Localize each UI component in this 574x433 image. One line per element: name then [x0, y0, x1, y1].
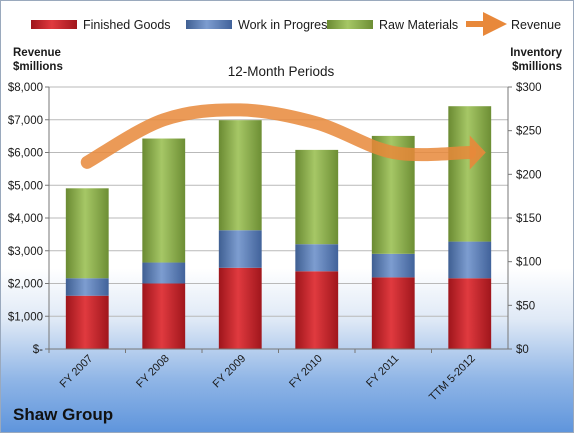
revenue-point — [316, 123, 317, 124]
x-tick-label: FY 2007 — [58, 353, 96, 391]
bar-work-in-progress — [371, 253, 415, 278]
right-tick-label: $0 — [516, 344, 529, 356]
legend-label-raw-materials: Raw Materials — [379, 18, 458, 32]
bar-work-in-progress — [142, 262, 186, 284]
bar-finished-goods — [142, 283, 186, 349]
bars — [65, 106, 492, 349]
bar-finished-goods — [65, 295, 109, 349]
revenue-point — [87, 162, 88, 163]
bar-work-in-progress — [448, 241, 492, 279]
revenue-point — [469, 152, 470, 153]
bar-work-in-progress — [65, 278, 109, 296]
legend-swatch-raw-materials — [327, 20, 373, 29]
right-tick-label: $300 — [516, 82, 542, 94]
legend-label-finished-goods: Finished Goods — [83, 18, 171, 32]
x-tick-label: FY 2008 — [134, 353, 172, 391]
right-tick-label: $150 — [516, 213, 542, 225]
right-tick-label: $200 — [516, 169, 542, 181]
left-axis-title-line2: $millions — [13, 61, 63, 73]
x-tick-label: FY 2011 — [364, 353, 401, 390]
left-tick-label: $3,000 — [8, 246, 43, 258]
bar-finished-goods — [295, 271, 339, 349]
revenue-point — [240, 109, 241, 110]
left-tick-label: $7,000 — [8, 115, 43, 127]
x-tick-label: FY 2010 — [287, 353, 325, 391]
x-tick-label: TTM 5-2012 — [427, 353, 478, 404]
revenue-line-path — [80, 103, 477, 169]
right-axis-title-line1: Inventory — [510, 47, 562, 59]
company-name: Shaw Group — [13, 405, 114, 424]
left-tick-label: $- — [33, 344, 43, 356]
left-tick-label: $6,000 — [8, 148, 43, 160]
bar-raw-materials — [218, 120, 262, 231]
legend-swatch-finished-goods — [31, 20, 77, 29]
bar-work-in-progress — [218, 230, 262, 268]
bar-raw-materials — [142, 138, 186, 263]
bar-finished-goods — [218, 267, 262, 349]
right-axis-title-line2: $millions — [512, 61, 562, 73]
bar-finished-goods — [371, 277, 415, 349]
left-tick-label: $5,000 — [8, 180, 43, 192]
legend-swatch-work-in-progress — [186, 20, 232, 29]
right-tick-label: $50 — [516, 300, 535, 312]
legend-label-revenue: Revenue — [511, 18, 561, 32]
revenue-point — [393, 152, 394, 153]
legend-label-work-in-progress: Work in Progress — [238, 18, 334, 32]
gridlines — [49, 86, 508, 317]
right-tick-label: $100 — [516, 257, 542, 269]
left-tick-label: $4,000 — [8, 213, 43, 225]
left-tick-label: $8,000 — [8, 82, 43, 94]
left-tick-label: $1,000 — [8, 311, 43, 323]
left-axis-title-line1: Revenue — [13, 47, 61, 59]
revenue-arrowhead — [469, 135, 486, 170]
x-tick-label: FY 2009 — [211, 353, 249, 391]
bar-raw-materials — [448, 106, 492, 242]
left-tick-label: $2,000 — [8, 279, 43, 291]
chart-title: 12-Month Periods — [228, 64, 335, 79]
bar-finished-goods — [448, 278, 492, 349]
bar-work-in-progress — [295, 244, 339, 272]
revenue-line — [80, 103, 486, 170]
right-tick-label: $250 — [516, 126, 542, 138]
bar-raw-materials — [295, 149, 339, 245]
legend: Finished Goods Work in Progress Raw Mate… — [31, 12, 561, 36]
bar-raw-materials — [65, 188, 109, 279]
revenue-point — [163, 119, 164, 120]
